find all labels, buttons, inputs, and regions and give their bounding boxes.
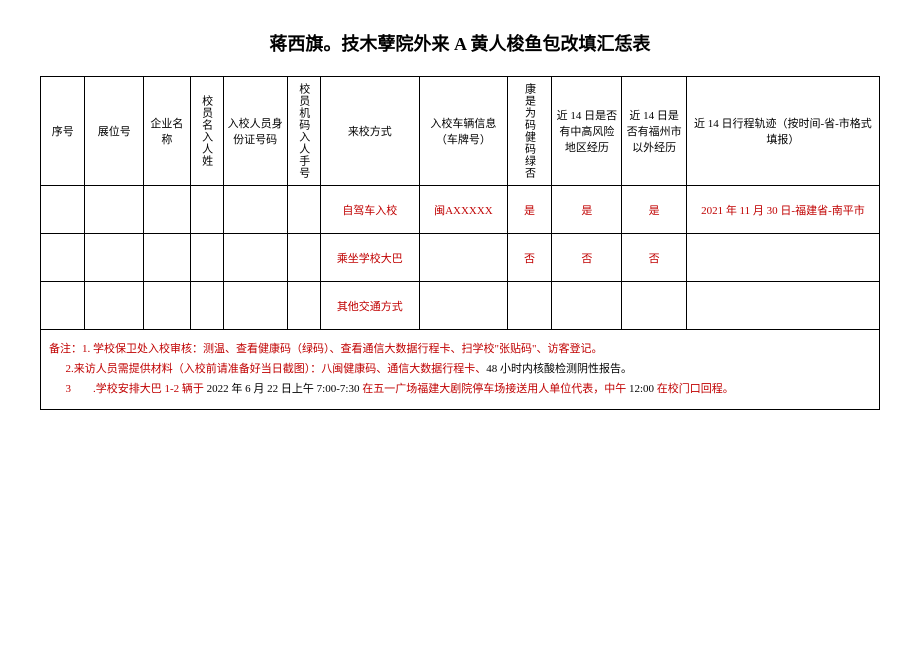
cell-phone (287, 234, 320, 282)
cell-seq (41, 234, 85, 282)
note-3e: 在校门口回程。 (657, 383, 734, 395)
cell-trace-14 (686, 234, 879, 282)
hdr-fuzhou-14: 近 14 日是否有福州市以外经历 (622, 77, 686, 186)
note-2b: 48 小时内核酸检测阴性报告。 (486, 363, 632, 375)
note-3a: 3 .学校安排大巴 1-2 辆于 (66, 383, 207, 395)
hdr-booth: 展位号 (85, 77, 144, 186)
note-3d: 12:00 (629, 383, 657, 395)
cell-seq (41, 282, 85, 330)
cell-booth (85, 186, 144, 234)
cell-phone (287, 282, 320, 330)
cell-company (143, 186, 190, 234)
table-row: 自驾车入校 闽AXXXXX 是 是 是 2021 年 11 月 30 日-福建省… (41, 186, 880, 234)
hdr-risk-14: 近 14 日是否有中高风险地区经历 (552, 77, 622, 186)
cell-fuzhou-14: 是 (622, 186, 686, 234)
cell-seq (41, 186, 85, 234)
cell-company (143, 234, 190, 282)
cell-entry-method: 其他交通方式 (320, 282, 419, 330)
page-title: 蒋西旗。技木孽院外来 A 黄人梭鱼包改填汇恁表 (40, 30, 880, 56)
cell-vehicle (420, 282, 508, 330)
cell-booth (85, 234, 144, 282)
table-row: 乘坐学校大巴 否 否 否 (41, 234, 880, 282)
cell-phone (287, 186, 320, 234)
hdr-trace-14: 近 14 日行程轨迹（按时间-省-市格式填报） (686, 77, 879, 186)
notes-prefix: 备注： (49, 343, 82, 355)
note-3c: 在五一广场福建大剧院停车场接送用人单位代表，中午 (362, 383, 629, 395)
note-1: 1. 学校保卫处入校审核：测温、查看健康码（绿码）、查看通信大数据行程卡、扫学校… (82, 343, 602, 355)
hdr-id-number: 入校人员身份证号码 (223, 77, 287, 186)
cell-company (143, 282, 190, 330)
cell-health-code: 否 (507, 234, 551, 282)
hdr-vehicle: 入校车辆信息（车牌号） (420, 77, 508, 186)
cell-vehicle: 闽AXXXXX (420, 186, 508, 234)
cell-fuzhou-14 (622, 282, 686, 330)
cell-risk-14: 是 (552, 186, 622, 234)
cell-person-name (190, 282, 223, 330)
hdr-seq: 序号 (41, 77, 85, 186)
hdr-entry-method: 来校方式 (320, 77, 419, 186)
cell-entry-method: 自驾车入校 (320, 186, 419, 234)
cell-booth (85, 282, 144, 330)
cell-id-number (223, 282, 287, 330)
cell-id-number (223, 234, 287, 282)
hdr-person-name: 校员名入人姓 (190, 77, 223, 186)
cell-risk-14 (552, 282, 622, 330)
cell-entry-method: 乘坐学校大巴 (320, 234, 419, 282)
cell-person-name (190, 186, 223, 234)
notes-section: 备注：1. 学校保卫处入校审核：测温、查看健康码（绿码）、查看通信大数据行程卡、… (40, 330, 880, 410)
cell-id-number (223, 186, 287, 234)
cell-person-name (190, 234, 223, 282)
hdr-phone: 校员机码入人手号 (287, 77, 320, 186)
hdr-company: 企业名称 (143, 77, 190, 186)
cell-trace-14 (686, 282, 879, 330)
cell-vehicle (420, 234, 508, 282)
note-2a: 2.来访人员需提供材料（入校前请准备好当日截图）：八闽健康码、通信大数据行程卡、 (66, 363, 487, 375)
cell-risk-14: 否 (552, 234, 622, 282)
hdr-health-code: 康是为码健码绿否 (507, 77, 551, 186)
cell-health-code (507, 282, 551, 330)
header-row: 序号 展位号 企业名称 校员名入人姓 入校人员身份证号码 校员机码入人手号 来校… (41, 77, 880, 186)
cell-health-code: 是 (507, 186, 551, 234)
main-table: 序号 展位号 企业名称 校员名入人姓 入校人员身份证号码 校员机码入人手号 来校… (40, 76, 880, 330)
cell-fuzhou-14: 否 (622, 234, 686, 282)
cell-trace-14: 2021 年 11 月 30 日-福建省-南平市 (686, 186, 879, 234)
table-row: 其他交通方式 (41, 282, 880, 330)
note-3b: 2022 年 6 月 22 日上午 7:00-7:30 (207, 383, 363, 395)
